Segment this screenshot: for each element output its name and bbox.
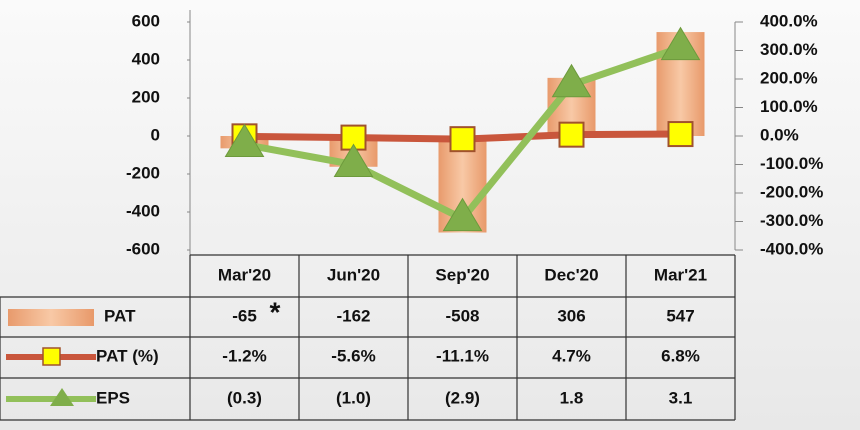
y-tick-label: -200 — [126, 163, 160, 182]
table-cell: -11.1% — [436, 346, 489, 365]
y-tick-label: -400 — [126, 201, 160, 220]
table-cell: -162 — [336, 306, 370, 325]
table-cell: 1.8 — [560, 388, 584, 407]
x-tick-label: Mar'21 — [654, 265, 707, 284]
legend-label: EPS — [96, 388, 130, 407]
y2-tick-label: 400.0% — [760, 11, 818, 30]
legend-icons — [6, 309, 96, 406]
marker — [667, 121, 694, 148]
data-table — [0, 254, 736, 421]
table-cell: 547 — [666, 306, 694, 325]
table-cell: -1.2% — [222, 346, 266, 365]
table-cell: (1.0) — [336, 388, 371, 407]
table-cell: -508 — [445, 306, 479, 325]
table-cell: (0.3) — [227, 388, 262, 407]
y-tick-label: 600 — [132, 11, 160, 30]
y2-tick-label: -100.0% — [760, 154, 823, 173]
marker — [442, 197, 483, 232]
y-tick-label: 400 — [132, 49, 160, 68]
legend-label: PAT — [104, 306, 136, 325]
x-tick-label: Dec'20 — [544, 265, 598, 284]
x-tick-label: Jun'20 — [327, 265, 380, 284]
y-tick-label: 0 — [151, 125, 160, 144]
y2-tick-label: -400.0% — [760, 239, 823, 258]
y2-tick-label: -200.0% — [760, 182, 823, 201]
marker — [558, 121, 585, 148]
marker — [449, 126, 476, 153]
legend-icon-marker — [42, 347, 61, 366]
table-cell: (2.9) — [445, 388, 480, 407]
y-tick-label: -600 — [126, 239, 160, 258]
y2-tick-label: 0.0% — [760, 125, 799, 144]
annotation: * — [270, 296, 281, 327]
y2-tick-label: 300.0% — [760, 40, 818, 59]
table-cell: 306 — [557, 306, 585, 325]
table-cell: 3.1 — [669, 388, 693, 407]
y2-tick-label: 100.0% — [760, 97, 818, 116]
table-cell: -65 — [232, 306, 257, 325]
x-tick-label: Sep'20 — [435, 265, 489, 284]
table-cell: 4.7% — [552, 346, 591, 365]
table-cell: -5.6% — [331, 346, 375, 365]
y2-tick-label: 200.0% — [760, 68, 818, 87]
marker — [660, 26, 701, 61]
legend-icon-marker — [50, 388, 74, 406]
table-cell: 6.8% — [661, 346, 700, 365]
marker — [333, 143, 374, 177]
marker — [224, 123, 265, 158]
y-tick-label: 200 — [132, 87, 160, 106]
legend-label: PAT (%) — [96, 346, 159, 365]
legend-icon-bar — [8, 309, 94, 326]
x-tick-label: Mar'20 — [218, 265, 271, 284]
y2-tick-label: -300.0% — [760, 211, 823, 230]
marker — [551, 63, 592, 98]
